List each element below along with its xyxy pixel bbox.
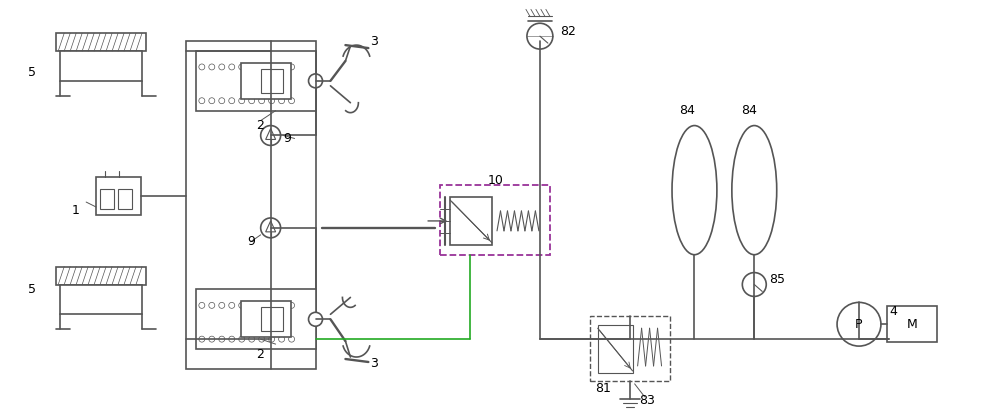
Circle shape xyxy=(289,302,295,308)
Circle shape xyxy=(199,98,205,104)
Circle shape xyxy=(249,302,255,308)
Circle shape xyxy=(219,64,225,70)
Text: 4: 4 xyxy=(889,305,897,318)
Circle shape xyxy=(249,98,255,104)
Polygon shape xyxy=(266,221,276,232)
Bar xyxy=(56,33,146,51)
Circle shape xyxy=(249,336,255,342)
Bar xyxy=(598,325,633,373)
Text: 84: 84 xyxy=(680,104,695,117)
Text: 2: 2 xyxy=(256,119,264,132)
Circle shape xyxy=(309,74,322,88)
Text: 9: 9 xyxy=(284,132,291,145)
Text: 84: 84 xyxy=(741,104,757,117)
Circle shape xyxy=(209,302,215,308)
Bar xyxy=(261,307,283,331)
Circle shape xyxy=(229,302,235,308)
Circle shape xyxy=(239,64,245,70)
Bar xyxy=(196,51,316,110)
Circle shape xyxy=(209,336,215,342)
Bar xyxy=(96,177,141,215)
Text: 10: 10 xyxy=(488,174,504,187)
Text: 2: 2 xyxy=(256,347,264,360)
Circle shape xyxy=(261,126,281,145)
Circle shape xyxy=(289,98,295,104)
Circle shape xyxy=(309,312,322,326)
Text: 82: 82 xyxy=(560,25,576,38)
Circle shape xyxy=(229,336,235,342)
Circle shape xyxy=(269,98,275,104)
Ellipse shape xyxy=(732,126,777,255)
Circle shape xyxy=(289,64,295,70)
Circle shape xyxy=(742,273,766,297)
Circle shape xyxy=(269,336,275,342)
Circle shape xyxy=(209,98,215,104)
Bar xyxy=(261,69,283,93)
Circle shape xyxy=(219,336,225,342)
Text: 1: 1 xyxy=(71,204,79,216)
Text: 5: 5 xyxy=(28,66,36,79)
Circle shape xyxy=(259,98,265,104)
Circle shape xyxy=(239,98,245,104)
Bar xyxy=(60,284,142,314)
Text: 81: 81 xyxy=(595,382,611,395)
Circle shape xyxy=(259,64,265,70)
Text: 83: 83 xyxy=(640,394,655,407)
Circle shape xyxy=(229,64,235,70)
Text: 3: 3 xyxy=(370,34,378,47)
Circle shape xyxy=(259,302,265,308)
Text: 3: 3 xyxy=(370,357,378,370)
Ellipse shape xyxy=(672,126,717,255)
Circle shape xyxy=(239,302,245,308)
Polygon shape xyxy=(266,129,276,139)
Circle shape xyxy=(527,23,553,49)
Circle shape xyxy=(219,302,225,308)
Text: 9: 9 xyxy=(248,235,256,248)
Circle shape xyxy=(259,336,265,342)
Bar xyxy=(241,302,291,337)
Circle shape xyxy=(199,302,205,308)
Bar xyxy=(100,189,114,209)
Circle shape xyxy=(219,98,225,104)
Circle shape xyxy=(279,336,285,342)
Circle shape xyxy=(229,98,235,104)
Circle shape xyxy=(239,336,245,342)
Circle shape xyxy=(279,302,285,308)
Circle shape xyxy=(279,64,285,70)
Bar xyxy=(241,63,291,99)
Bar xyxy=(450,197,492,245)
Text: P: P xyxy=(855,318,863,331)
Circle shape xyxy=(249,64,255,70)
Circle shape xyxy=(209,64,215,70)
Bar xyxy=(590,316,670,381)
Text: M: M xyxy=(906,318,917,331)
Bar xyxy=(440,185,550,255)
Circle shape xyxy=(199,64,205,70)
Circle shape xyxy=(837,302,881,346)
Circle shape xyxy=(279,98,285,104)
Circle shape xyxy=(289,336,295,342)
Bar xyxy=(887,306,937,342)
Circle shape xyxy=(269,302,275,308)
Bar xyxy=(186,41,316,369)
Circle shape xyxy=(199,336,205,342)
Circle shape xyxy=(261,218,281,238)
Bar xyxy=(196,289,316,349)
Text: 5: 5 xyxy=(28,283,36,296)
Bar xyxy=(60,51,142,81)
Bar xyxy=(118,189,132,209)
Text: 85: 85 xyxy=(769,273,785,286)
Circle shape xyxy=(269,64,275,70)
Bar xyxy=(56,267,146,284)
